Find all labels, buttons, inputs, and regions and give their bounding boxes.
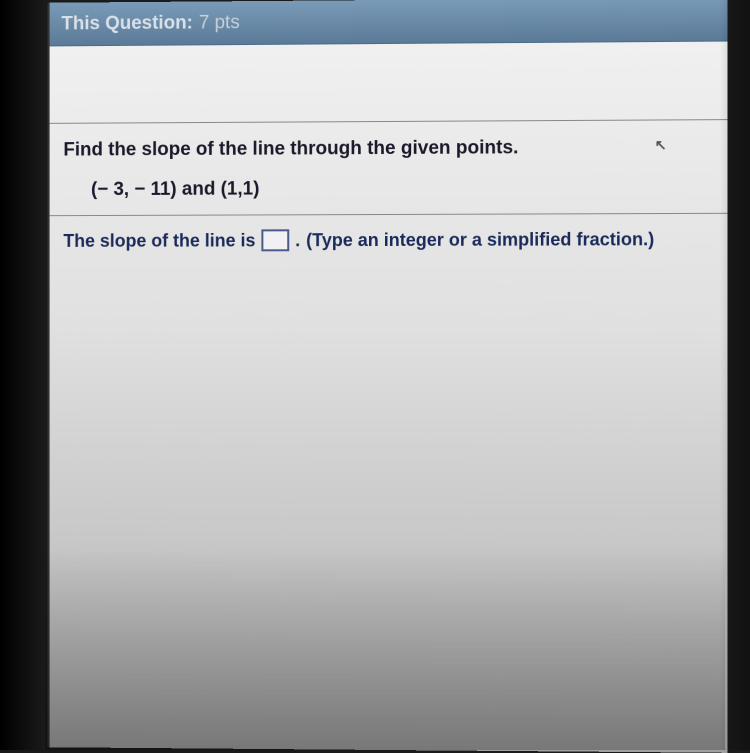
screen-bezel-left [0, 0, 45, 750]
cursor-icon: ↖ [655, 137, 667, 154]
answer-period: . [295, 230, 300, 251]
question-given-points: (− 3, − 11) and (1,1) [63, 177, 713, 202]
question-header-bar: This Question: 7 pts [50, 0, 728, 46]
answer-prefix-text: The slope of the line is [63, 230, 255, 251]
top-spacer [50, 42, 728, 124]
answer-hint-text: (Type an integer or a simplified fractio… [306, 229, 654, 251]
question-prompt-text: Find the slope of the line through the g… [63, 136, 713, 161]
answer-line: The slope of the line is . (Type an inte… [63, 228, 713, 252]
answer-block: The slope of the line is . (Type an inte… [50, 214, 728, 266]
slope-answer-input[interactable] [261, 229, 289, 251]
question-block: Find the slope of the line through the g… [50, 120, 728, 216]
question-header-label: This Question: [61, 12, 192, 35]
question-content-area: Find the slope of the line through the g… [50, 42, 728, 753]
quiz-window: This Question: 7 pts Find the slope of t… [48, 0, 728, 753]
question-points-value: 7 pts [199, 12, 240, 34]
